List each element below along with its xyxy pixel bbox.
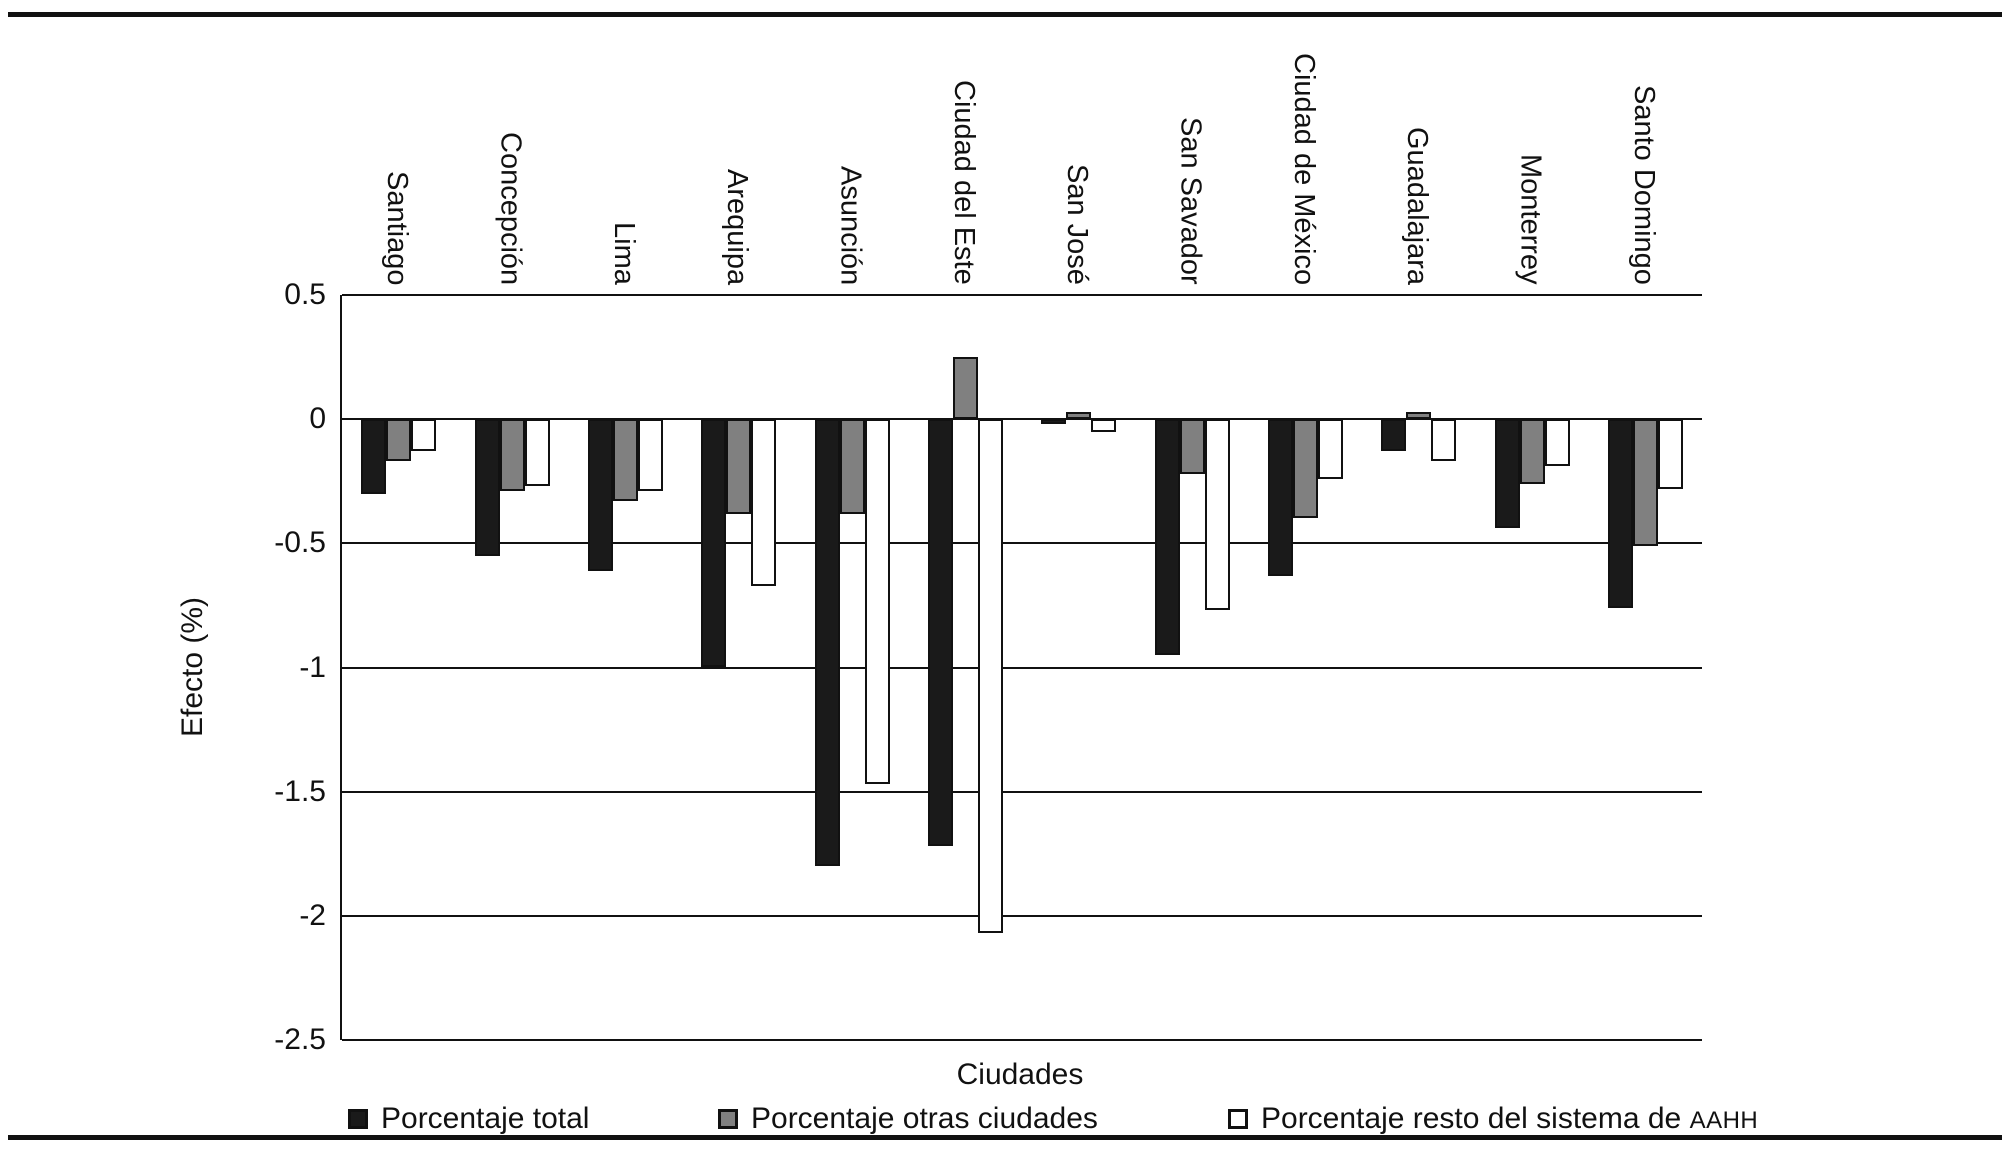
y-tick-label--1: -1 [299, 650, 326, 684]
gridline-0 [342, 418, 1702, 421]
bar-santo-domingo-porcentaje-resto-del-sistema-de-aahh [1657, 419, 1683, 489]
bar-ciudad-de-mexico-porcentaje-total [1267, 419, 1293, 576]
category-label-arequipa: Arequipa [721, 168, 754, 285]
bar-asuncion-porcentaje-total [814, 419, 840, 867]
x-axis-category-labels: Santiago Concepción Lima Arequipa Asunción Ci… [340, 30, 1700, 285]
category-label-ciudad-del-este: Ciudad del Este [947, 80, 980, 285]
gridline-0.5 [342, 294, 1702, 296]
bar-concepcion-porcentaje-resto-del-sistema-de-aahh [524, 419, 550, 487]
bar-arequipa-porcentaje-otras-ciudades [726, 419, 752, 514]
bar-lima-porcentaje-resto-del-sistema-de-aahh [637, 419, 663, 492]
y-tick-label-0: 0 [309, 402, 326, 436]
category-label-santiago: Santiago [381, 170, 414, 286]
category-label-san-jose: San José [1061, 164, 1094, 285]
bar-santiago-porcentaje-otras-ciudades [386, 419, 412, 462]
gridline--1.5 [342, 790, 1702, 793]
bar-lima-porcentaje-otras-ciudades [612, 419, 638, 502]
y-tick-label--2: -2 [299, 898, 326, 932]
top-rule [8, 12, 2002, 17]
y-axis: 0.5 0 -0.5 -1 -1.5 -2 -2.5 [230, 279, 326, 1056]
category-label-ciudad-de-mexico: Ciudad de México [1287, 52, 1320, 285]
y-tick-label-0.5: 0.5 [284, 278, 326, 311]
legend-label: Porcentaje otras ciudades [751, 1102, 1098, 1135]
y-tick-label--2.5: -2.5 [274, 1023, 326, 1056]
bar-ciudad-del-este-porcentaje-total [927, 419, 953, 847]
gridline--0.5 [342, 542, 1702, 545]
category-label-monterrey: Monterrey [1514, 154, 1547, 285]
y-tick-label--0.5: -0.5 [274, 526, 326, 560]
bar-san-savador-porcentaje-resto-del-sistema-de-aahh [1204, 419, 1230, 611]
x-axis-title: Ciudades [956, 1058, 1084, 1091]
bar-guadalajara-porcentaje-total [1381, 419, 1407, 452]
category-label-asuncion: Asunción [834, 165, 867, 285]
bar-ciudad-de-mexico-porcentaje-otras-ciudades [1292, 419, 1318, 519]
y-axis-title: Efecto (%) [176, 596, 209, 738]
category-label-guadalajara: Guadalajara [1401, 127, 1434, 285]
legend-item-porcentaje-total: Porcentaje total [348, 1098, 589, 1140]
bar-concepcion-porcentaje-otras-ciudades [499, 419, 525, 492]
bar-san-jose-porcentaje-total [1041, 419, 1067, 425]
bar-guadalajara-porcentaje-otras-ciudades [1406, 411, 1432, 420]
category-label-santo-domingo: Santo Domingo [1627, 85, 1660, 285]
gridline--2 [342, 914, 1702, 917]
legend-item-porcentaje-resto-del-sistema-de-aahh: Porcentaje resto del sistema de AAHH [1228, 1098, 1758, 1140]
bar-monterrey-porcentaje-total [1494, 419, 1520, 529]
legend-label: Porcentaje resto del sistema de AAHH [1261, 1102, 1759, 1135]
category-label-san-savador: San Savador [1174, 117, 1207, 285]
bar-ciudad-del-este-porcentaje-resto-del-sistema-de-aahh [977, 419, 1003, 934]
gridline--1 [342, 666, 1702, 669]
bar-san-savador-porcentaje-otras-ciudades [1179, 419, 1205, 474]
bar-ciudad-del-este-porcentaje-otras-ciudades [952, 357, 978, 420]
bar-santo-domingo-porcentaje-otras-ciudades [1632, 419, 1658, 546]
bottom-rule [8, 1135, 2002, 1140]
bar-santiago-porcentaje-resto-del-sistema-de-aahh [411, 419, 437, 452]
bar-san-jose-porcentaje-otras-ciudades [1066, 411, 1092, 420]
bar-lima-porcentaje-total [587, 419, 613, 571]
bar-santo-domingo-porcentaje-total [1607, 419, 1633, 608]
bar-san-jose-porcentaje-resto-del-sistema-de-aahh [1091, 419, 1117, 432]
gridline--2.5 [342, 1039, 1702, 1041]
bar-asuncion-porcentaje-resto-del-sistema-de-aahh [864, 419, 890, 785]
legend-label-smallcaps: AAHH [1689, 1107, 1759, 1134]
legend-swatch-icon [348, 1109, 368, 1129]
y-tick-label--1.5: -1.5 [274, 774, 326, 808]
bar-concepcion-porcentaje-total [474, 419, 500, 556]
bar-arequipa-porcentaje-resto-del-sistema-de-aahh [751, 419, 777, 586]
bar-ciudad-de-mexico-porcentaje-resto-del-sistema-de-aahh [1317, 419, 1343, 479]
legend-label: Porcentaje total [381, 1102, 590, 1135]
bar-monterrey-porcentaje-otras-ciudades [1519, 419, 1545, 484]
bar-arequipa-porcentaje-total [701, 419, 727, 668]
legend-swatch-icon [718, 1109, 738, 1129]
bar-guadalajara-porcentaje-resto-del-sistema-de-aahh [1431, 419, 1457, 462]
bar-santiago-porcentaje-total [361, 419, 387, 494]
legend-swatch-icon [1228, 1109, 1248, 1129]
bar-asuncion-porcentaje-otras-ciudades [839, 419, 865, 514]
bar-monterrey-porcentaje-resto-del-sistema-de-aahh [1544, 419, 1570, 467]
category-label-lima: Lima [607, 222, 640, 285]
legend: Porcentaje total Porcentaje otras ciudade… [340, 1098, 1840, 1140]
legend-item-porcentaje-otras-ciudades: Porcentaje otras ciudades [718, 1098, 1098, 1140]
category-label-concepcion: Concepción [494, 131, 527, 285]
bar-san-savador-porcentaje-total [1154, 419, 1180, 656]
plot-area [340, 294, 1702, 1041]
